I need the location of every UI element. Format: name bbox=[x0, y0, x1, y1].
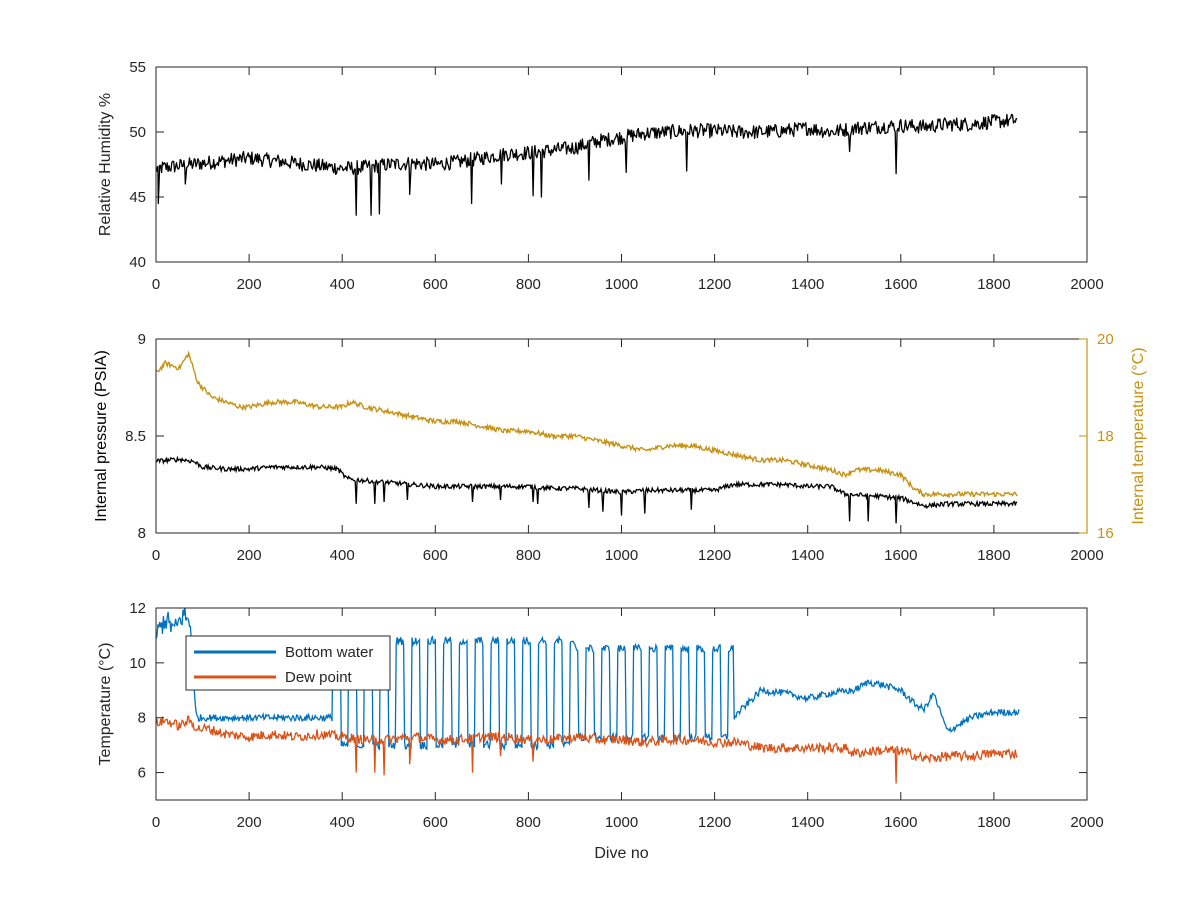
x-tick-label: 2000 bbox=[1070, 547, 1103, 564]
series-line-internal-pressure bbox=[156, 455, 1018, 524]
y-tick-label: 40 bbox=[129, 254, 146, 271]
legend: Bottom water Dew point bbox=[185, 635, 391, 691]
panel-2-plot-area bbox=[156, 350, 1018, 524]
panel-1-plot-area bbox=[156, 113, 1018, 216]
y-tick-label: 9 bbox=[138, 331, 146, 348]
x-tick-label: 600 bbox=[423, 276, 448, 293]
x-tick-label: 1000 bbox=[605, 814, 638, 831]
panel-2: 0 200 400 600 800 1000 1200 1400 1600 1800 2000 8 8.… bbox=[93, 331, 1147, 564]
x-tick-label: 600 bbox=[423, 547, 448, 564]
y-tick-label: 45 bbox=[129, 189, 146, 206]
x-tick-label: 1800 bbox=[977, 814, 1010, 831]
y-tick-label: 8.5 bbox=[125, 428, 146, 445]
y-tick-label: 8 bbox=[138, 710, 146, 727]
x-tick-label: 1200 bbox=[698, 814, 731, 831]
y-axis-label: Internal pressure (PSIA) bbox=[93, 350, 110, 522]
x-tick-label: 0 bbox=[152, 276, 160, 293]
series-line-bottom-water bbox=[156, 608, 1020, 752]
x-tick-label: 1800 bbox=[977, 547, 1010, 564]
y-tick-label: 8 bbox=[138, 525, 146, 542]
y-tick-label: 50 bbox=[129, 124, 146, 141]
x-tick-label: 1400 bbox=[791, 814, 824, 831]
legend-label: Dew point bbox=[285, 669, 353, 686]
legend-box bbox=[185, 635, 391, 691]
x-tick-label: 400 bbox=[330, 276, 355, 293]
x-tick-label: 0 bbox=[152, 814, 160, 831]
x-tick-label: 400 bbox=[330, 814, 355, 831]
series-line-dew-point bbox=[156, 715, 1018, 784]
x-tick-label: 600 bbox=[423, 814, 448, 831]
y-right-axis-label: Internal temperature (°C) bbox=[1130, 347, 1147, 524]
x-tick-label: 1800 bbox=[977, 276, 1010, 293]
y-tick-label: 55 bbox=[129, 59, 146, 76]
y-right-tick-label: 20 bbox=[1097, 331, 1114, 348]
y-right-tick-label: 18 bbox=[1097, 428, 1114, 445]
x-tick-label: 200 bbox=[237, 276, 262, 293]
x-tick-label: 2000 bbox=[1070, 814, 1103, 831]
series-line-internal-temperature bbox=[156, 350, 1018, 499]
y-tick-label: 6 bbox=[138, 765, 146, 782]
x-tick-label: 800 bbox=[516, 814, 541, 831]
panel-1: 0 200 400 600 800 1000 1200 1400 1600 1800 2000 40 4… bbox=[97, 59, 1104, 293]
x-tick-label: 1200 bbox=[698, 276, 731, 293]
x-tick-label: 200 bbox=[237, 814, 262, 831]
panel-3: 0 200 400 600 800 1000 1200 1400 1600 1800 2000 6 8 1… bbox=[97, 600, 1104, 862]
y-tick-label: 10 bbox=[129, 655, 146, 672]
x-tick-label: 1200 bbox=[698, 547, 731, 564]
x-tick-label: 2000 bbox=[1070, 276, 1103, 293]
x-tick-label: 800 bbox=[516, 547, 541, 564]
y-axis-label: Relative Humidity % bbox=[97, 93, 114, 236]
x-tick-label: 1600 bbox=[884, 547, 917, 564]
x-tick-label: 0 bbox=[152, 547, 160, 564]
x-tick-label: 800 bbox=[516, 276, 541, 293]
x-tick-label: 1600 bbox=[884, 276, 917, 293]
x-tick-label: 1000 bbox=[605, 276, 638, 293]
x-tick-label: 1400 bbox=[791, 276, 824, 293]
x-tick-label: 1000 bbox=[605, 547, 638, 564]
legend-label: Bottom water bbox=[285, 644, 373, 661]
y-axis-label: Temperature (°C) bbox=[97, 643, 114, 766]
x-tick-label: 1600 bbox=[884, 814, 917, 831]
x-axis-label: Dive no bbox=[594, 845, 648, 862]
series-line bbox=[156, 113, 1018, 216]
x-tick-label: 400 bbox=[330, 547, 355, 564]
panel-3-plot-area bbox=[156, 608, 1020, 784]
x-tick-label: 1400 bbox=[791, 547, 824, 564]
y-tick-label: 12 bbox=[129, 600, 146, 617]
y-right-tick-label: 16 bbox=[1097, 525, 1114, 542]
x-tick-label: 200 bbox=[237, 547, 262, 564]
